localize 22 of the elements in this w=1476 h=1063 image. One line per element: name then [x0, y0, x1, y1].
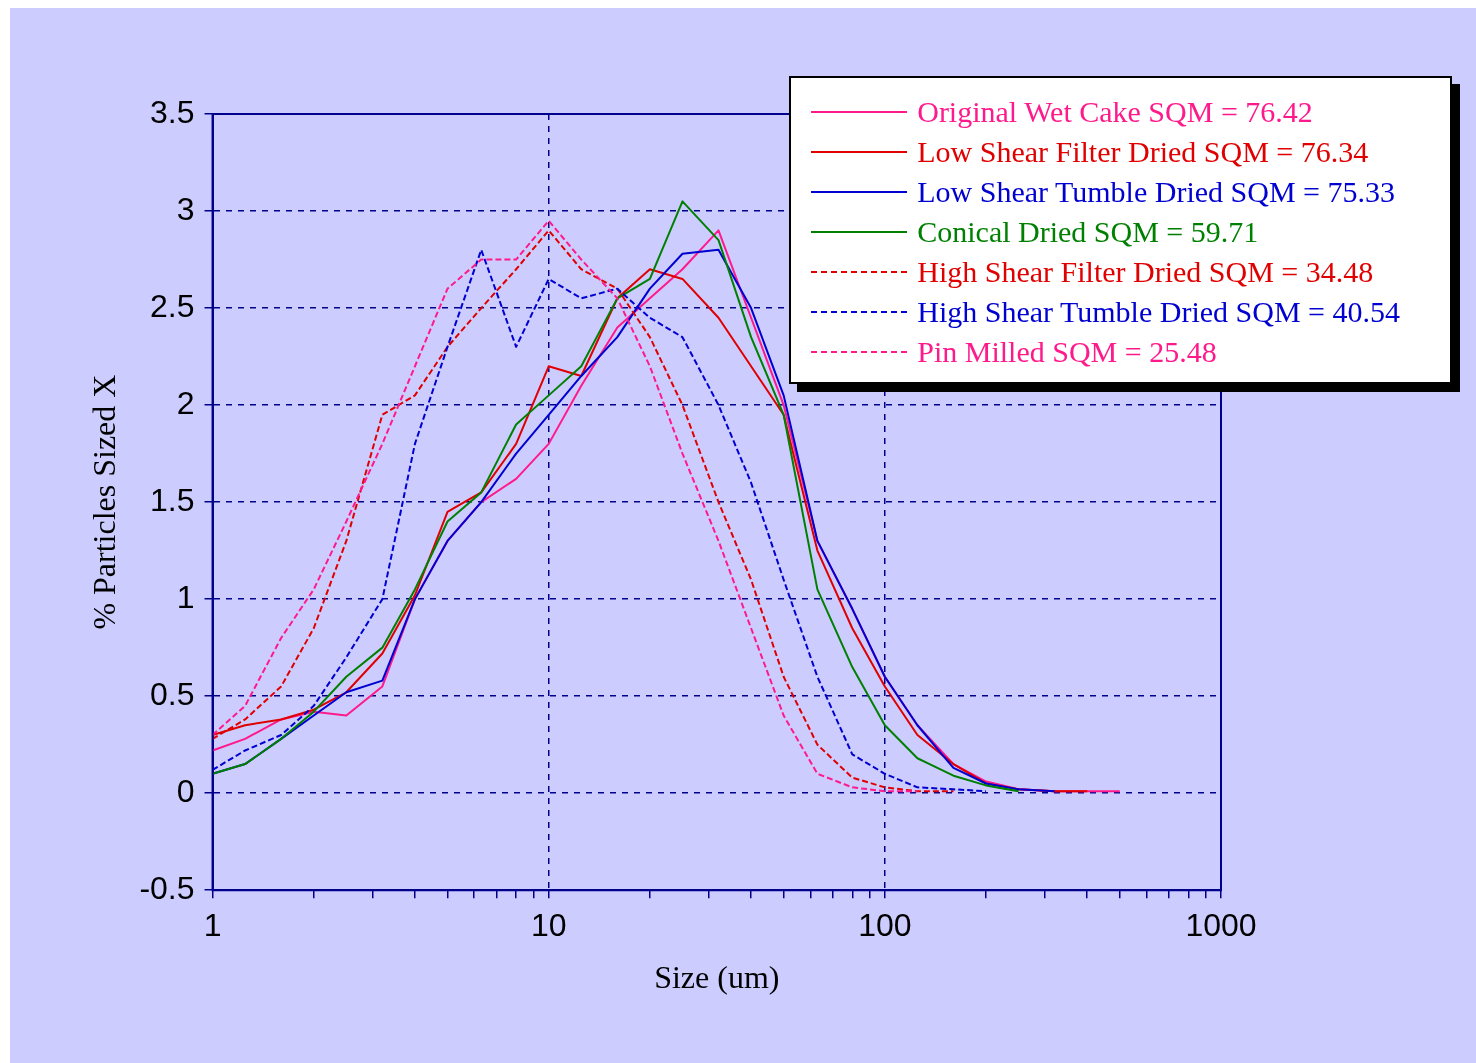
x-tick-label: 10 [530, 907, 567, 944]
legend-label: Original Wet Cake SQM = 76.42 [917, 95, 1313, 129]
y-axis-title: % Particles Sized X [85, 374, 122, 630]
y-tick-label: 1.5 [150, 481, 195, 518]
legend-label: High Shear Filter Dried SQM = 34.48 [917, 255, 1374, 289]
legend-label: Conical Dried SQM = 59.71 [917, 215, 1259, 249]
y-tick-label: 1 [176, 578, 195, 615]
x-tick-label: 1000 [1185, 907, 1257, 944]
y-tick-label: 0 [176, 773, 195, 809]
legend-label: Pin Milled SQM = 25.48 [917, 335, 1217, 369]
y-tick-label: 2.5 [150, 287, 195, 324]
y-tick-label: 3 [176, 190, 195, 227]
y-tick-label: -0.5 [139, 870, 195, 907]
x-tick-label: 100 [858, 907, 912, 944]
y-tick-label: 3.5 [150, 93, 195, 130]
legend-label: Low Shear Filter Dried SQM = 76.34 [917, 135, 1369, 169]
y-tick-label: 0.5 [150, 675, 195, 712]
x-tick-label: 1 [203, 907, 222, 944]
y-tick-label: 2 [176, 384, 195, 421]
x-axis-title: Size (um) [654, 959, 780, 996]
legend-label: High Shear Tumble Dried SQM = 40.54 [917, 295, 1400, 329]
legend-label: Low Shear Tumble Dried SQM = 75.33 [917, 175, 1395, 209]
